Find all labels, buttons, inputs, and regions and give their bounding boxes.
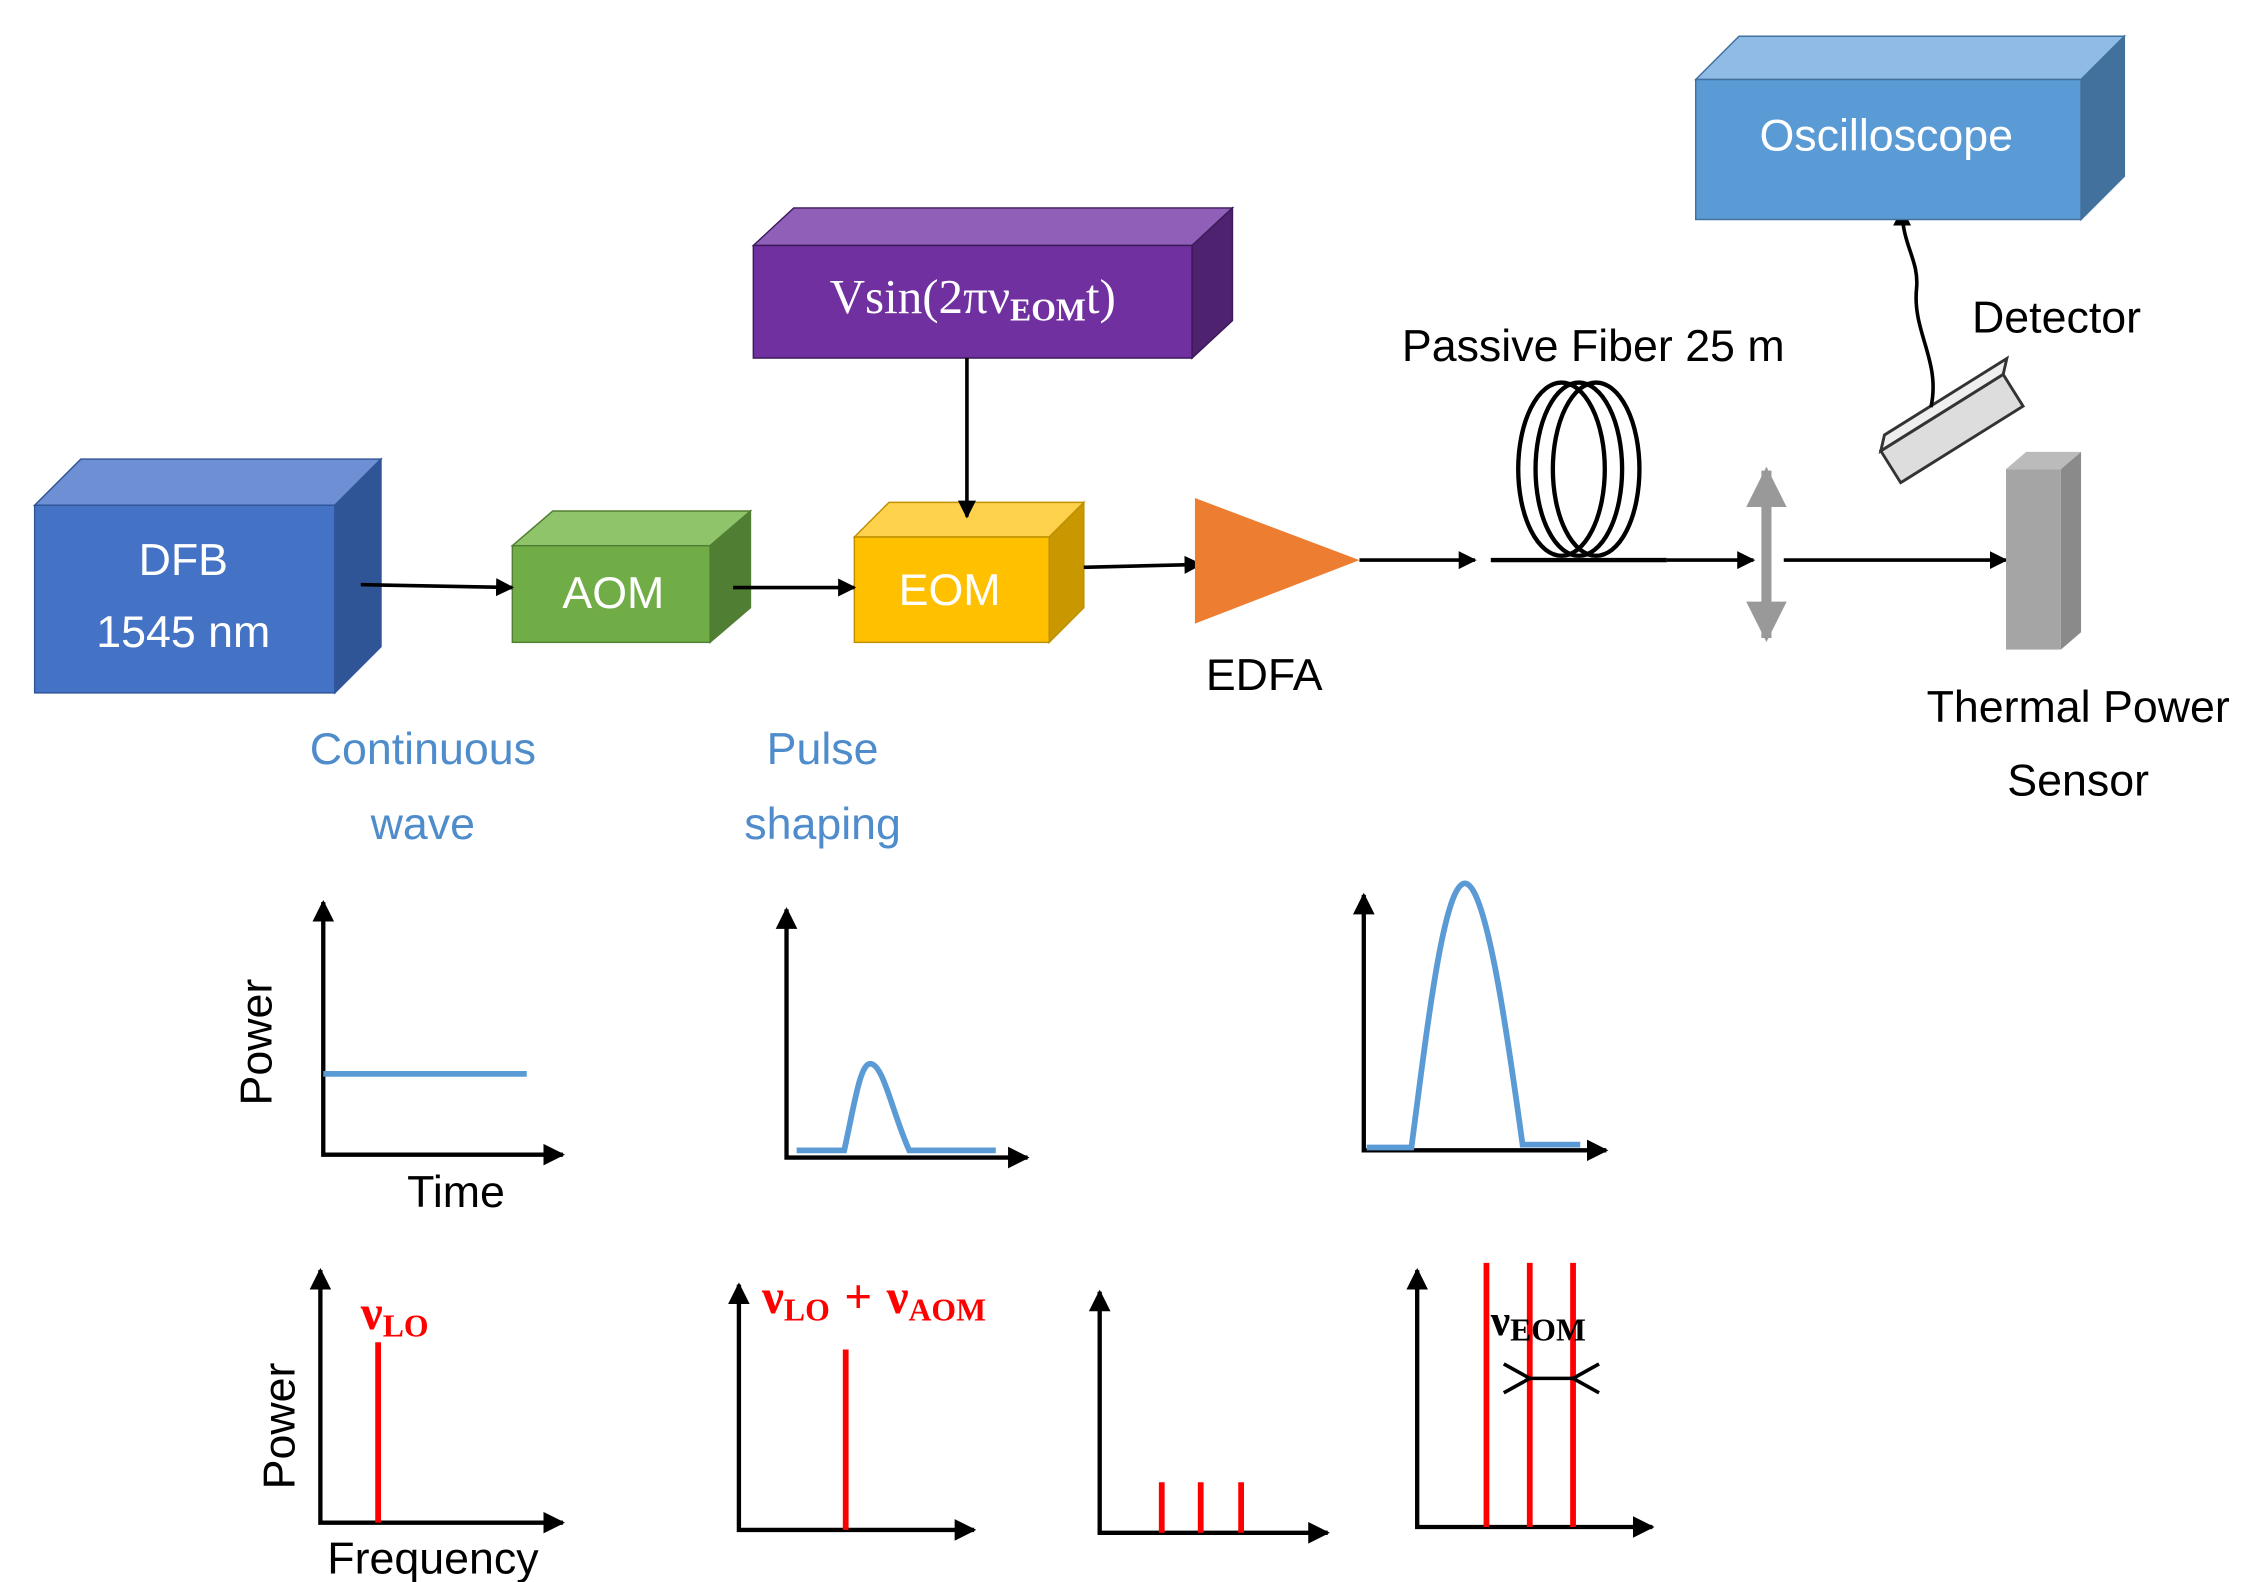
y-axis-label: Power <box>233 979 282 1106</box>
amplified-trace <box>1367 883 1581 1147</box>
stage-label: shaping <box>744 800 901 849</box>
eom-box: EOM <box>854 502 1083 642</box>
detector-cable <box>1902 209 1933 407</box>
detector-label: Detector <box>1972 293 2141 342</box>
nu: ν <box>360 1285 383 1340</box>
sensor-label: Thermal Power <box>1927 683 2230 732</box>
driver-tail: t) <box>1086 269 1116 324</box>
arrow <box>361 585 513 588</box>
driver-box: Vsin(2πνEOMt) <box>753 208 1232 358</box>
sub: LO <box>383 1309 429 1344</box>
edfa-label: EDFA <box>1206 651 1323 700</box>
axes <box>787 909 1028 1157</box>
nu: ν <box>1490 1297 1510 1345</box>
fiber-label: Passive Fiber 25 m <box>1402 322 1785 371</box>
axes <box>1100 1292 1328 1533</box>
axes <box>320 1270 562 1523</box>
edfa-triangle <box>1195 498 1360 624</box>
detector-box <box>1875 358 2033 482</box>
sensor-box <box>2006 452 2081 650</box>
stage-label: wave <box>370 800 475 849</box>
arrow <box>1084 564 1201 567</box>
stage-label: Pulse <box>767 725 879 774</box>
pulse-trace <box>797 1064 996 1151</box>
axes <box>323 902 563 1155</box>
oscilloscope-box: Oscilloscope <box>1696 36 2125 219</box>
nu: ν <box>761 1269 784 1324</box>
spectral-label: νLO+νAOM <box>761 1269 986 1328</box>
driver-sub: EOM <box>1010 293 1086 328</box>
axes <box>1417 1270 1652 1527</box>
plus: + <box>844 1269 872 1324</box>
diagram: DFB 1545 nm AOM EOM Vsin(2πνEOMt) EDFA P… <box>0 0 2260 1582</box>
dfb-label: DFB <box>139 536 228 585</box>
nu: ν <box>886 1269 909 1324</box>
sub: EOM <box>1510 1313 1586 1348</box>
x-axis-label: Frequency <box>327 1534 539 1582</box>
y-axis-label: Power <box>256 1363 305 1490</box>
dfb-box: DFB 1545 nm <box>35 459 381 693</box>
driver-text: Vsin(2πν <box>830 269 1010 324</box>
x-axis-label: Time <box>407 1168 505 1217</box>
aom-box: AOM <box>512 511 750 642</box>
sensor-label: Sensor <box>2007 757 2149 806</box>
fiber-coil <box>1491 383 1667 561</box>
aom-label: AOM <box>562 569 664 618</box>
stage-label: Continuous <box>310 725 536 774</box>
eom-label: EOM <box>899 566 1001 615</box>
sub: LO <box>784 1293 830 1328</box>
spacing-marker <box>1504 1364 1599 1393</box>
dfb-wavelength: 1545 nm <box>96 608 270 657</box>
oscilloscope-label: Oscilloscope <box>1759 112 2013 161</box>
sub: AOM <box>909 1293 987 1328</box>
spectral-label: νLO <box>360 1285 429 1344</box>
